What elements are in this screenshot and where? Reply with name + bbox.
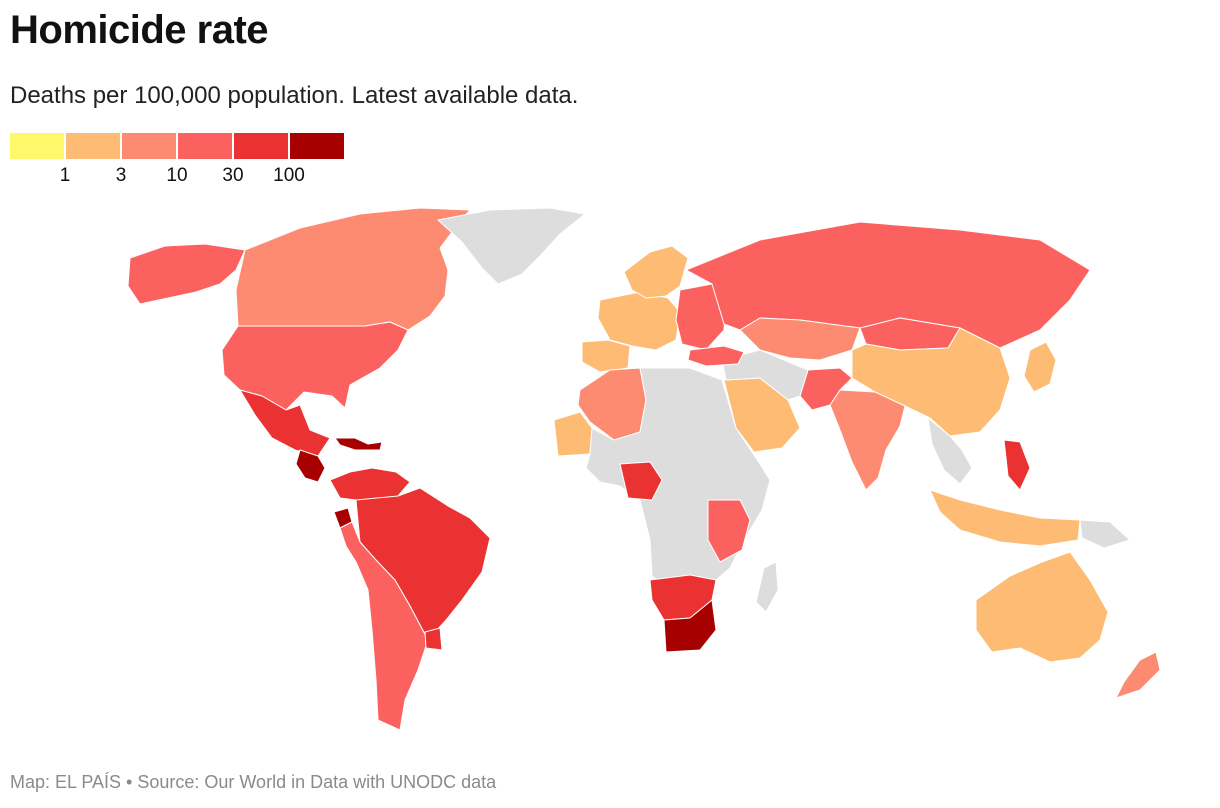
region-canada [235, 207, 471, 331]
region-new-zealand [1115, 651, 1161, 699]
region-turkey [687, 345, 745, 367]
legend-tick-label: 10 [166, 165, 188, 186]
legend-swatch-1 [66, 133, 120, 159]
region-east-africa [707, 499, 751, 563]
region-colombia-venezuela [329, 467, 411, 501]
legend-ticks: 1 3 10 30 100 [10, 159, 350, 189]
region-mexico [239, 389, 331, 457]
region-southeast-asia [929, 489, 1081, 547]
map-title: Homicide rate [10, 8, 269, 52]
world-map [127, 207, 1161, 731]
legend-swatch-0 [10, 133, 64, 159]
region-central-america [295, 449, 326, 483]
legend-swatch-2 [122, 133, 176, 159]
legend-swatches [10, 133, 350, 159]
region-myanmar-thailand [927, 417, 973, 485]
legend-swatch-4 [234, 133, 288, 159]
region-middle-east [721, 349, 809, 401]
region-south-africa [663, 599, 717, 653]
legend-swatch-3 [178, 133, 232, 159]
region-caribbean [334, 437, 383, 451]
region-united-states [221, 321, 409, 411]
region-pakistan-afghanistan [799, 367, 853, 411]
source-credit: Map: EL PAÍS • Source: Our World in Data… [10, 772, 497, 792]
region-greenland [437, 207, 586, 285]
region-mauritania [553, 411, 593, 457]
region-australia [975, 551, 1109, 663]
map-subtitle: Deaths per 100,000 population. Latest av… [10, 82, 579, 109]
color-legend: 1 3 10 30 100 [10, 133, 350, 193]
legend-swatch-5 [290, 133, 344, 159]
legend-tick-label: 3 [115, 165, 127, 186]
region-scandinavia [623, 245, 689, 299]
region-japan [1023, 341, 1057, 393]
region-iberia [581, 339, 631, 373]
region-philippines [1003, 439, 1031, 491]
region-uruguay [424, 627, 443, 651]
region-peru-chile-argentina [339, 521, 429, 731]
legend-tick-label: 1 [59, 165, 71, 186]
region-papua-new-guinea [1079, 519, 1131, 549]
region-alaska [127, 243, 246, 305]
legend-tick-label: 100 [273, 165, 305, 186]
region-madagascar [755, 561, 779, 613]
legend-tick-label: 30 [222, 165, 244, 186]
region-nigeria [619, 461, 663, 501]
region-india [829, 389, 906, 491]
